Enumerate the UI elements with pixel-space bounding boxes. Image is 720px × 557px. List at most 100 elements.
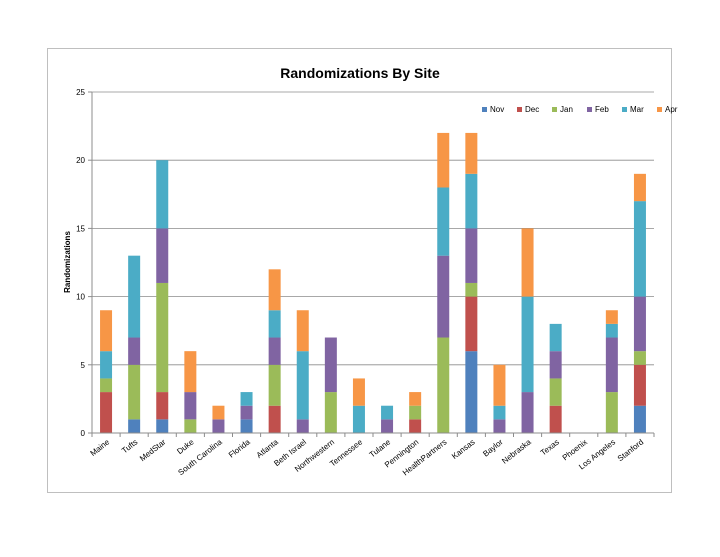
x-tick-label: Duke (175, 437, 196, 456)
legend-label-mar: Mar (630, 105, 644, 114)
x-tick-label: Atlanta (255, 437, 281, 460)
bar-segment-apr (493, 364, 506, 406)
x-tick-label: Texas (539, 437, 561, 457)
bar-segment-feb (324, 337, 337, 393)
bar-segment-feb (437, 255, 450, 338)
bar-segment-apr (296, 310, 309, 352)
bar-segment-mar (128, 255, 141, 338)
bar-segment-mar (268, 310, 281, 338)
bar-segment-feb (212, 419, 225, 433)
bar-segment-mar (156, 160, 169, 229)
bar-segment-jan (128, 364, 141, 420)
bar-segment-jan (465, 282, 478, 297)
x-tick-label: Florida (227, 437, 252, 459)
bar-segment-mar (352, 405, 365, 433)
bar-segment-mar (100, 351, 113, 379)
bar-segment-jan (268, 364, 281, 406)
bar-segment-feb (605, 337, 618, 393)
bar-segment-dec (156, 392, 169, 420)
y-tick-label: 10 (76, 293, 85, 302)
y-tick-label: 20 (76, 156, 85, 165)
bar-segment-feb (268, 337, 281, 365)
bar-segment-mar (521, 296, 534, 393)
legend-swatch-jan (552, 107, 557, 112)
bar-segment-apr (352, 378, 365, 406)
legend-swatch-mar (622, 107, 627, 112)
bar-segment-feb (240, 405, 253, 420)
bar-segment-dec (100, 392, 113, 433)
bar-segment-jan (633, 351, 646, 365)
bar-segment-dec (409, 419, 422, 433)
legend-label-feb: Feb (595, 105, 609, 114)
bar-segment-mar (240, 392, 253, 406)
legend: Nov Dec Jan Feb Mar Apr (482, 105, 678, 114)
x-tick-label: Nebraska (500, 437, 533, 466)
bar-segment-nov (156, 419, 169, 433)
axes (88, 91, 655, 437)
bar-segment-feb (549, 351, 562, 379)
y-tick-label: 25 (76, 88, 85, 97)
legend-label-apr: Apr (665, 105, 678, 114)
bar-segment-mar (633, 201, 646, 297)
bar-segment-feb (184, 392, 197, 420)
legend-swatch-feb (587, 107, 592, 112)
y-tick-label: 15 (76, 224, 85, 233)
bar-segment-mar (493, 405, 506, 420)
bar-segment-apr (409, 392, 422, 406)
bar-segment-nov (465, 351, 478, 433)
bar-segment-apr (605, 310, 618, 324)
bar-segment-apr (465, 132, 478, 174)
bar-segment-nov (633, 405, 646, 433)
legend-label-dec: Dec (525, 105, 539, 114)
bar-segment-apr (437, 132, 450, 188)
bar-segment-feb (493, 419, 506, 433)
bar-segment-apr (100, 310, 113, 352)
x-tick-label: Tulane (368, 437, 393, 459)
bar-segment-feb (465, 228, 478, 283)
bar-segment-mar (605, 323, 618, 338)
gridlines (92, 91, 654, 366)
bar-segment-mar (381, 405, 394, 420)
legend-swatch-apr (657, 107, 662, 112)
bar-segment-mar (549, 323, 562, 352)
bar-segment-dec (465, 296, 478, 352)
y-axis-label: Randomizations (63, 231, 72, 293)
bar-segment-jan (324, 392, 337, 433)
bar-segment-apr (268, 269, 281, 311)
y-tick-label: 5 (81, 361, 86, 370)
bar-segment-jan (156, 282, 169, 393)
x-tick-label: Baylor (481, 437, 505, 458)
bar-segment-feb (381, 419, 394, 433)
bar-segment-apr (521, 228, 534, 297)
x-tick-label: Kansas (450, 437, 477, 461)
x-tick-label: Maine (89, 437, 112, 458)
bar-segment-dec (633, 364, 646, 406)
bar-segment-feb (156, 228, 169, 283)
bar-segment-feb (128, 337, 141, 365)
bars (100, 132, 646, 433)
bar-segment-jan (100, 378, 113, 393)
bar-segment-dec (549, 405, 562, 433)
bar-segment-nov (128, 419, 141, 433)
y-tick-labels: 0 5 10 15 20 25 (76, 88, 85, 438)
bar-segment-feb (521, 392, 534, 433)
legend-label-nov: Nov (490, 105, 504, 114)
bar-segment-mar (437, 187, 450, 256)
legend-label-jan: Jan (560, 105, 573, 114)
bar-segment-apr (212, 405, 225, 420)
x-tick-label: MedStar (138, 437, 168, 463)
y-tick-label: 0 (81, 429, 86, 438)
bar-segment-jan (184, 419, 197, 433)
bar-segment-feb (296, 419, 309, 433)
bar-segment-jan (549, 378, 562, 406)
x-tick-label: Tufts (120, 437, 139, 455)
bar-segment-jan (605, 392, 618, 433)
bar-segment-jan (437, 337, 450, 433)
bar-segment-jan (409, 405, 422, 420)
x-tick-label: Stanford (616, 437, 645, 463)
bar-segment-mar (296, 351, 309, 420)
bar-segment-feb (633, 296, 646, 352)
legend-swatch-dec (517, 107, 522, 112)
